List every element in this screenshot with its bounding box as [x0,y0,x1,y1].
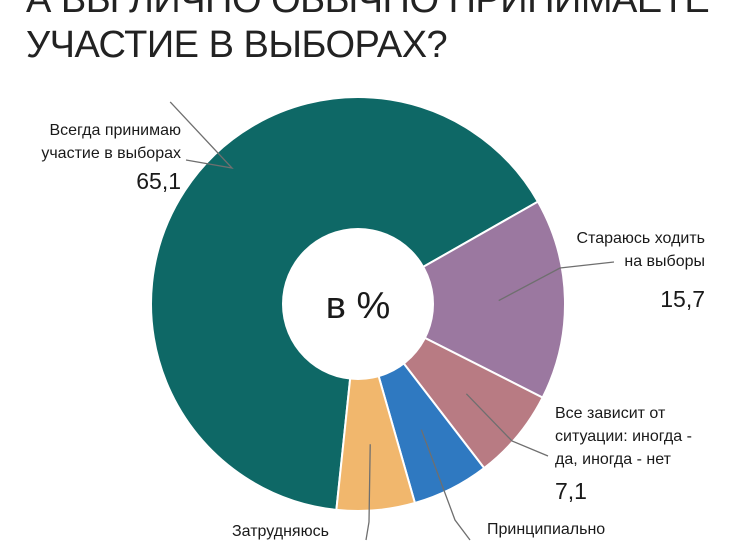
slice-label-principle: Принципиально [487,518,605,541]
slice-label-try-line2: на выборы [624,253,705,270]
slice-label-always-line2: участие в выборах [41,145,181,162]
slice-value-depends: 7,1 [555,478,587,504]
leader-principle [420,429,471,541]
leader-depends [465,393,549,457]
slice-label-principle-line1: Принципиально [487,521,606,538]
slice-label-depends: Все зависит от ситуации: иногда - да, ин… [555,402,692,507]
slice-label-try: Стараюсь ходить на выборы 15,7 [577,227,705,315]
slice-value-try: 15,7 [660,286,705,312]
slice-label-depends-line3: да, иногда - нет [555,451,671,468]
center-label: в % [326,285,391,327]
slice-label-depends-line1: Все зависит от [555,405,666,422]
slice-label-hard: Затрудняюсь [232,520,329,543]
slice-label-always-line1: Всегда принимаю [49,122,181,139]
slice-value-always: 65,1 [136,168,181,194]
slice-label-always: Всегда принимаю участие в выборах 65,1 [41,119,181,197]
slice-label-depends-line2: ситуации: иногда - [555,428,692,445]
leader-always [169,101,234,169]
chart-title: А ВЫ ЛИЧНО ОБЫЧНО ПРИНИМАЕТЕ УЧАСТИЕ В В… [26,0,710,66]
leader-hard [365,444,371,541]
slice-label-try-line1: Стараюсь ходить [576,230,705,247]
slice-label-hard-line1: Затрудняюсь [232,523,329,540]
leader-try [498,261,615,302]
donut-hole [282,228,434,380]
